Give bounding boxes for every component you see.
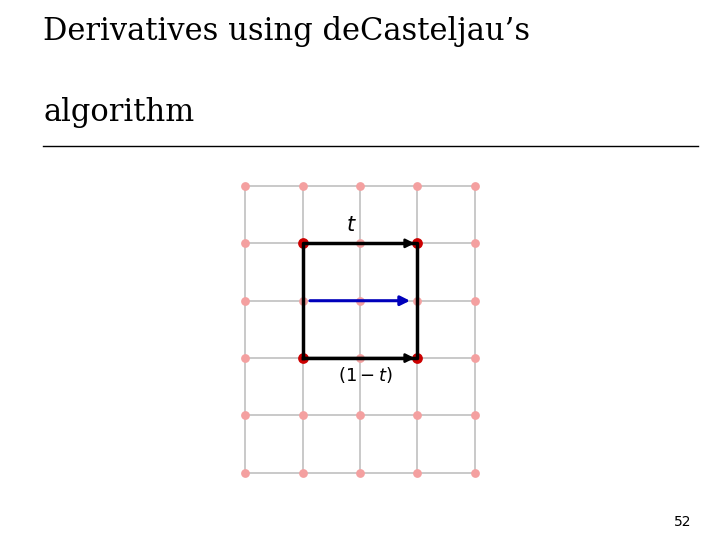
- Point: [240, 354, 251, 362]
- Point: [354, 354, 366, 362]
- Point: [412, 354, 423, 362]
- Point: [354, 239, 366, 248]
- Point: [240, 296, 251, 305]
- Point: [297, 354, 308, 362]
- Point: [297, 181, 308, 190]
- Point: [354, 469, 366, 477]
- Point: [240, 181, 251, 190]
- Point: [297, 239, 308, 248]
- Point: [412, 239, 423, 248]
- Point: [469, 411, 480, 420]
- Text: $(1-t)$: $(1-t)$: [338, 365, 393, 385]
- Point: [354, 296, 366, 305]
- Point: [469, 181, 480, 190]
- Point: [297, 296, 308, 305]
- Text: Derivatives using de​Casteljau’s: Derivatives using de​Casteljau’s: [43, 16, 531, 47]
- Point: [240, 239, 251, 248]
- Point: [240, 411, 251, 420]
- Point: [412, 469, 423, 477]
- Point: [469, 296, 480, 305]
- Point: [412, 181, 423, 190]
- Point: [469, 239, 480, 248]
- Point: [412, 296, 423, 305]
- Point: [354, 411, 366, 420]
- Text: 52: 52: [674, 515, 691, 529]
- Point: [469, 469, 480, 477]
- Point: [412, 411, 423, 420]
- Text: algorithm: algorithm: [43, 97, 194, 128]
- Point: [297, 411, 308, 420]
- Text: $\mathit{t}$: $\mathit{t}$: [346, 216, 357, 235]
- Point: [354, 181, 366, 190]
- Point: [297, 469, 308, 477]
- Point: [469, 354, 480, 362]
- Point: [240, 469, 251, 477]
